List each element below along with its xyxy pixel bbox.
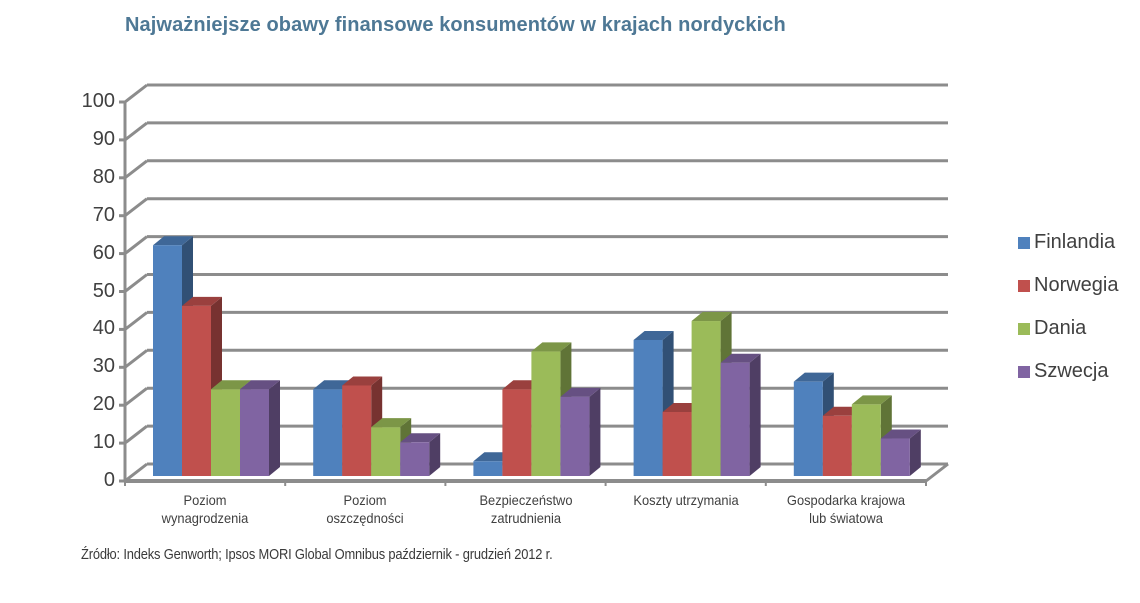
legend-swatch-icon [1018,236,1030,249]
bar-side [589,387,601,476]
gridline-side [124,387,148,407]
bar-top [720,353,761,363]
gridline-side [124,273,148,293]
bar-finlandia [633,339,663,476]
y-tick-label: 10 [92,431,115,454]
bar-side [909,429,921,476]
bar-top [240,380,280,390]
gridline-side [124,159,148,179]
legend-item-norwegia: Norwegia [1018,264,1118,307]
gridline-side [124,424,148,445]
bar-finlandia [313,389,343,476]
y-tick-label: 70 [92,203,115,226]
bar-top [182,296,222,306]
bar-top [342,376,383,386]
x-category-label: Koszty utrzymania [633,492,739,508]
x-category-label: Bezpieczeństwo zatrudnienia [478,492,573,526]
bar-norwegia [342,385,372,476]
bar-top [633,330,674,340]
y-tick-label: 100 [81,90,115,112]
bar-top [400,433,441,443]
bar-side [269,380,280,476]
bar-top [560,387,601,397]
y-tick-label: 90 [92,127,115,150]
bar-szwecja [880,438,910,476]
bar-norwegia [662,411,692,476]
legend-item-dania: Dania [1018,307,1118,350]
bar-dania [371,427,401,476]
legend-label: Szwecja [1034,360,1109,382]
legend-swatch-icon [1018,365,1030,378]
legend-label: Dania [1034,317,1087,339]
y-tick-label: 60 [92,241,115,264]
y-tick-label: 40 [92,317,115,340]
gridline-side [124,121,148,142]
bar-norwegia [502,389,532,476]
bar-side [749,353,761,476]
gridline-side [124,83,148,104]
legend-item-finlandia: Finlandia [1018,221,1118,264]
x-category-label: Poziom oszczędności [326,492,404,526]
bar-dania [851,404,881,476]
gridline-side [124,349,148,369]
bar-top [851,395,892,405]
bar-dania [691,321,721,476]
chart-title: Najważniejsze obawy finansowe konsumentó… [125,14,786,36]
bar-szwecja [720,362,750,476]
bar-top [691,312,732,322]
y-tick-label: 30 [92,355,115,378]
gridline-side [124,311,148,331]
bar-dania [531,351,561,476]
y-tick-label: 50 [92,279,115,302]
x-category-label: Gospodarka krajowa lub światowa [786,492,905,526]
legend-label: Norwegia [1034,274,1119,296]
bar-top [153,236,193,246]
bar-finlandia [473,461,503,476]
bar-top [880,429,921,439]
gridline-side [124,462,148,483]
bar-szwecja [400,442,430,476]
bar-szwecja [240,389,269,476]
bar-szwecja [560,396,590,476]
bar-top [531,342,572,352]
legend-swatch-icon [1018,279,1030,292]
source-note: Źródło: Indeks Genworth; Ipsos MORI Glob… [81,546,553,563]
y-tick-label: 80 [92,165,115,188]
legend-label: Finlandia [1034,231,1116,253]
x-category-label: Poziom wynagrodzenia [161,492,249,526]
y-tick-label: 20 [92,393,115,416]
bar-top [793,372,834,382]
bar-finlandia [153,245,182,476]
bar-top [211,380,251,390]
gridline-side [124,197,148,217]
bar-finlandia [793,381,823,476]
gridline-side [124,235,148,255]
floor-edge [925,462,949,483]
bar-norwegia [822,415,852,476]
legend-item-szwecja: Szwecja [1018,350,1118,393]
bar-top [371,418,412,428]
legend-swatch-icon [1018,322,1030,335]
bar-norwegia [182,305,211,476]
y-tick-label: 0 [103,469,115,491]
bar-dania [211,389,240,476]
bar-side [429,433,441,476]
chart-legend: Finlandia Norwegia Dania Szwecja [1018,221,1118,393]
